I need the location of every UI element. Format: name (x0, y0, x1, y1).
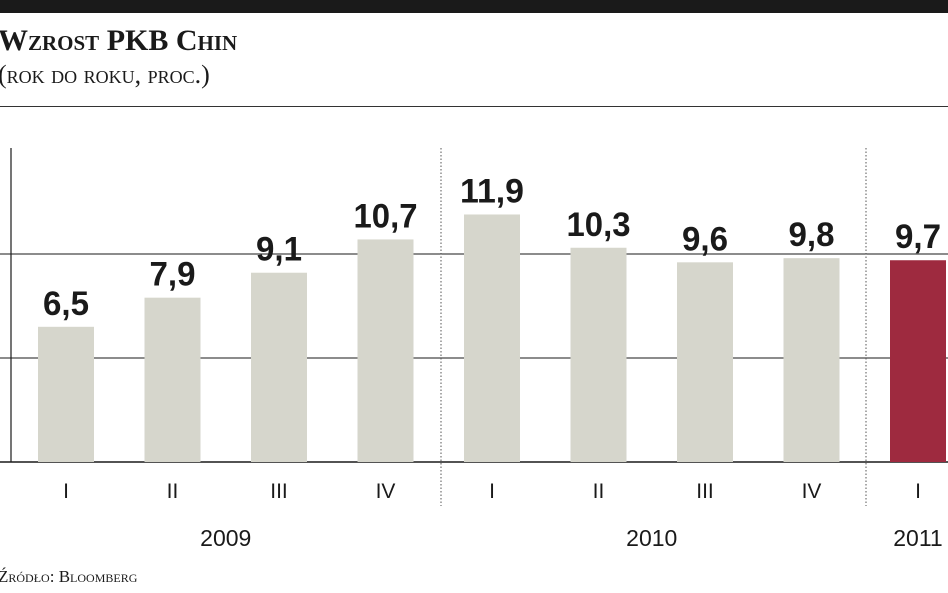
category-label-2: II (167, 480, 179, 503)
category-label-9: I (915, 480, 921, 503)
category-label-4: IV (376, 480, 396, 503)
chart-title: Wzrost PKB Chin (0, 24, 238, 57)
data-label-4: 10,7 (354, 197, 418, 235)
bar-9 (890, 260, 946, 462)
bar-1 (38, 326, 94, 462)
category-label-7: III (696, 480, 714, 503)
data-label-5: 11,9 (460, 172, 524, 210)
data-label-6: 10,3 (567, 206, 631, 244)
category-label-6: II (593, 480, 605, 503)
data-label-1: 6,5 (43, 285, 89, 323)
data-label-7: 9,6 (682, 220, 728, 258)
chart-subtitle: (rok do roku, proc.) (0, 60, 210, 89)
bar-3 (251, 272, 307, 462)
year-label-2010: 2010 (626, 525, 677, 551)
data-label-8: 9,8 (789, 216, 835, 254)
bar-8 (783, 258, 840, 462)
bar-4 (357, 239, 414, 462)
year-label-2011: 2011 (893, 525, 942, 551)
header-rule (0, 106, 948, 107)
bar-2 (144, 297, 201, 462)
bar-5 (464, 214, 520, 462)
category-label-8: IV (802, 480, 822, 503)
bar-6 (570, 247, 627, 462)
data-label-3: 9,1 (256, 231, 302, 269)
source-note: Źródło: Bloomberg (0, 567, 138, 586)
data-label-2: 7,9 (150, 256, 196, 294)
data-label-9: 9,7 (895, 218, 941, 256)
category-label-5: I (489, 480, 495, 503)
category-label-3: III (270, 480, 288, 503)
top-bar (0, 0, 948, 13)
bar-7 (677, 262, 733, 462)
year-label-2009: 2009 (200, 525, 251, 551)
category-label-1: I (63, 480, 69, 503)
